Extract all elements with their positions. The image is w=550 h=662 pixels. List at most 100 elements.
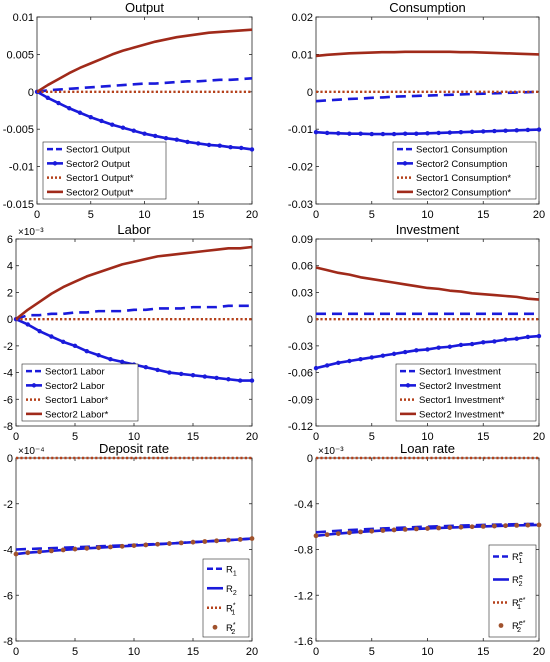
x-tick-label: 15: [187, 431, 199, 443]
y-tick-label: 0.03: [292, 287, 313, 299]
data-point: [190, 373, 196, 378]
data-point: [143, 542, 149, 548]
data-point: [369, 131, 374, 137]
legend-swatch-dot: [405, 383, 411, 388]
data-point: [514, 522, 520, 528]
data-point: [226, 377, 231, 382]
data-point: [67, 106, 72, 111]
chart-panel-4: 0 5 10 15 20 -8 -6 -4 -2 0 ×10⁻⁴ Deposit rate R1 R2 R*…: [3, 441, 258, 658]
data-point: [72, 343, 78, 349]
y-tick-label: -8: [3, 421, 13, 433]
data-point: [425, 347, 430, 352]
y-tick-label: -6: [3, 394, 13, 406]
data-point: [61, 339, 66, 345]
chart-panel-5: 0 5 10 15 20 -1.6 -1.2 -0.8 -0.4 0 ×10⁻³ Loan rate R…: [294, 441, 545, 658]
data-point: [37, 549, 42, 555]
x-tick-label: 10: [421, 431, 433, 443]
data-point: [190, 539, 196, 545]
legend-label: Sector2 Output: [66, 159, 130, 170]
y-tick-label: -2: [3, 341, 13, 353]
data-point: [77, 110, 83, 115]
data-point: [347, 530, 352, 536]
x-tick-label: 10: [128, 646, 140, 658]
data-point: [324, 130, 330, 136]
y-tick-label: -0.8: [294, 545, 313, 557]
data-point: [514, 128, 519, 133]
y-tick-label: -0.015: [3, 199, 34, 211]
data-point: [414, 131, 419, 136]
data-point: [88, 115, 93, 120]
data-point: [25, 322, 30, 327]
data-point: [335, 531, 341, 537]
legend-label: Sector2 Investment: [419, 381, 501, 392]
data-point: [514, 336, 519, 341]
data-point: [228, 144, 233, 150]
data-point: [99, 118, 104, 124]
data-point: [108, 544, 113, 550]
y-tick-label: 0: [307, 453, 313, 465]
data-point: [49, 548, 54, 554]
data-point: [436, 130, 441, 136]
data-point: [120, 125, 126, 130]
legend-box: [488, 544, 537, 638]
chart-title: Deposit rate: [99, 441, 169, 456]
data-point: [178, 540, 184, 546]
data-point: [403, 131, 408, 136]
y-tick-label: -0.02: [288, 162, 313, 174]
y-tick-label: 0: [7, 453, 13, 465]
legend: Sector1 Output Sector2 Output Sector1 Outp…: [42, 141, 167, 200]
x-tick-label: 0: [313, 646, 319, 658]
y-tick-label: -0.12: [288, 421, 313, 433]
data-point: [163, 135, 169, 141]
x-tick-label: 5: [72, 431, 78, 443]
data-point: [313, 365, 319, 371]
series-line-0: [15, 304, 252, 321]
data-point: [167, 541, 172, 546]
data-point: [196, 141, 201, 146]
data-point: [110, 122, 115, 127]
data-point: [425, 526, 430, 531]
y-tick-label: -0.03: [288, 199, 313, 211]
y-tick-label: 4: [7, 261, 13, 273]
legend-swatch: [498, 623, 504, 628]
x-tick-label: 20: [533, 431, 545, 443]
chart-title: Loan rate: [400, 441, 455, 456]
chart-panel-3: 0 5 10 15 20 -0.12 -0.09 -0.06 -0.03 0 0.03 0.06 0.0…: [288, 222, 545, 443]
data-point: [458, 129, 464, 135]
data-point: [45, 95, 50, 100]
data-point: [347, 358, 352, 364]
y-axis-multiplier: ×10⁻³: [18, 227, 44, 238]
x-tick-label: 5: [72, 646, 78, 658]
data-point: [480, 523, 486, 529]
data-point: [72, 546, 78, 552]
data-point: [249, 147, 255, 152]
series-line-0: [315, 90, 540, 103]
data-point: [469, 524, 475, 530]
y-axis-multiplier: ×10⁻⁴: [18, 446, 45, 457]
data-point: [447, 344, 452, 349]
y-tick-label: -4: [3, 545, 13, 557]
x-tick-label: 15: [477, 431, 489, 443]
data-point: [525, 334, 531, 340]
data-point: [458, 524, 464, 530]
data-point: [185, 139, 190, 145]
data-point: [413, 526, 419, 532]
data-point: [119, 543, 125, 549]
data-point: [525, 127, 531, 133]
data-point: [60, 547, 66, 553]
chart-panel-0: 0 5 10 15 20 -0.015 -0.01 -0.005 0 0.005 0.01 Outpu…: [3, 0, 258, 221]
data-point: [536, 127, 542, 132]
x-tick-label: 0: [13, 431, 19, 443]
chart-title: Output: [125, 0, 164, 15]
data-point: [153, 133, 158, 139]
data-point: [503, 128, 508, 133]
data-point: [358, 357, 363, 362]
data-point: [391, 527, 397, 533]
data-point: [96, 353, 101, 358]
series-line-3: [36, 28, 253, 93]
legend-label: Sector1 Labor: [45, 367, 105, 378]
data-point: [380, 353, 386, 358]
legend-label: Re* 2: [512, 620, 526, 634]
data-point: [436, 525, 442, 531]
